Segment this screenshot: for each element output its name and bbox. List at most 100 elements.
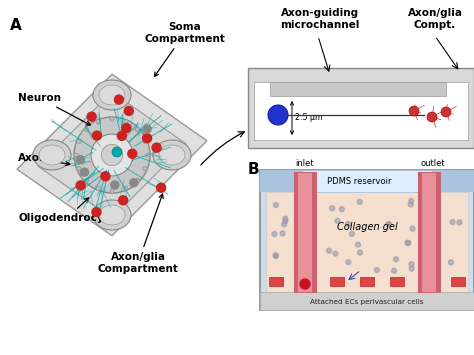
Circle shape <box>92 208 101 217</box>
Circle shape <box>76 181 85 190</box>
Circle shape <box>457 220 462 225</box>
Bar <box>418 172 422 292</box>
Text: Neuron: Neuron <box>18 93 91 125</box>
Circle shape <box>346 222 351 226</box>
Circle shape <box>92 131 101 140</box>
Text: outlet: outlet <box>421 159 445 168</box>
Circle shape <box>346 260 351 264</box>
Bar <box>269 277 283 286</box>
Circle shape <box>393 257 399 262</box>
Circle shape <box>112 147 122 157</box>
Circle shape <box>91 134 133 176</box>
Text: Axon: Axon <box>18 153 70 166</box>
Ellipse shape <box>159 145 185 165</box>
Circle shape <box>374 268 380 273</box>
Text: A: A <box>10 18 22 33</box>
Text: Collagen gel: Collagen gel <box>337 222 397 232</box>
Circle shape <box>410 226 415 231</box>
Circle shape <box>272 231 277 236</box>
Bar <box>254 82 468 140</box>
Circle shape <box>118 131 127 140</box>
Ellipse shape <box>146 153 151 157</box>
Bar <box>312 172 316 292</box>
Circle shape <box>282 222 287 227</box>
Circle shape <box>356 242 361 247</box>
Bar <box>451 277 465 286</box>
Text: Axon-guiding
microchannel: Axon-guiding microchannel <box>280 8 360 29</box>
Circle shape <box>357 200 362 204</box>
Text: inlet: inlet <box>296 159 314 168</box>
Bar <box>294 172 316 292</box>
Bar <box>266 192 468 292</box>
Circle shape <box>329 206 335 211</box>
Circle shape <box>386 222 392 227</box>
Ellipse shape <box>124 119 128 124</box>
Circle shape <box>156 183 165 192</box>
Polygon shape <box>38 92 186 218</box>
Polygon shape <box>17 74 207 236</box>
Circle shape <box>101 144 123 166</box>
Circle shape <box>427 112 437 122</box>
Ellipse shape <box>124 186 128 191</box>
Bar <box>390 277 404 286</box>
Circle shape <box>283 218 288 223</box>
Ellipse shape <box>93 80 131 110</box>
Circle shape <box>280 231 285 236</box>
Circle shape <box>268 105 288 125</box>
Ellipse shape <box>96 119 100 124</box>
Ellipse shape <box>110 116 114 121</box>
Circle shape <box>450 220 455 225</box>
Ellipse shape <box>135 127 140 132</box>
Circle shape <box>114 95 123 104</box>
Circle shape <box>406 240 411 245</box>
Ellipse shape <box>99 85 125 105</box>
Ellipse shape <box>76 139 81 143</box>
Circle shape <box>273 253 278 258</box>
Circle shape <box>101 172 110 181</box>
Ellipse shape <box>93 200 131 230</box>
Circle shape <box>409 262 414 267</box>
Circle shape <box>122 124 131 132</box>
Circle shape <box>339 207 344 212</box>
Circle shape <box>405 240 410 245</box>
Circle shape <box>386 222 391 227</box>
Circle shape <box>349 231 355 236</box>
Circle shape <box>152 143 161 152</box>
Circle shape <box>409 198 414 203</box>
Circle shape <box>74 117 150 193</box>
Circle shape <box>87 112 96 121</box>
Text: B: B <box>248 162 260 177</box>
Text: PDMS reservoir: PDMS reservoir <box>327 176 391 186</box>
Bar <box>248 68 474 148</box>
Circle shape <box>441 107 451 117</box>
Circle shape <box>392 268 397 273</box>
Circle shape <box>143 125 151 133</box>
Bar <box>294 172 298 292</box>
Ellipse shape <box>33 140 71 170</box>
Ellipse shape <box>84 127 89 132</box>
Ellipse shape <box>153 140 191 170</box>
Text: Axon/glia
Compt.: Axon/glia Compt. <box>408 8 463 29</box>
Bar <box>270 82 446 96</box>
Circle shape <box>130 179 138 187</box>
Circle shape <box>273 203 278 208</box>
Bar <box>260 170 474 192</box>
Ellipse shape <box>143 167 148 171</box>
Circle shape <box>76 156 84 164</box>
Bar <box>360 277 374 286</box>
Text: 2.5 μm: 2.5 μm <box>295 113 323 121</box>
Circle shape <box>357 250 363 255</box>
Circle shape <box>124 106 133 115</box>
Circle shape <box>409 106 419 116</box>
Circle shape <box>409 266 414 271</box>
Ellipse shape <box>39 145 65 165</box>
Ellipse shape <box>96 186 100 191</box>
Bar <box>260 292 474 310</box>
Ellipse shape <box>99 205 125 225</box>
Circle shape <box>128 149 137 158</box>
Circle shape <box>327 248 331 253</box>
Text: Soma
Compartment: Soma Compartment <box>145 22 226 77</box>
Bar <box>260 170 474 310</box>
Circle shape <box>81 168 89 176</box>
Circle shape <box>448 260 454 265</box>
